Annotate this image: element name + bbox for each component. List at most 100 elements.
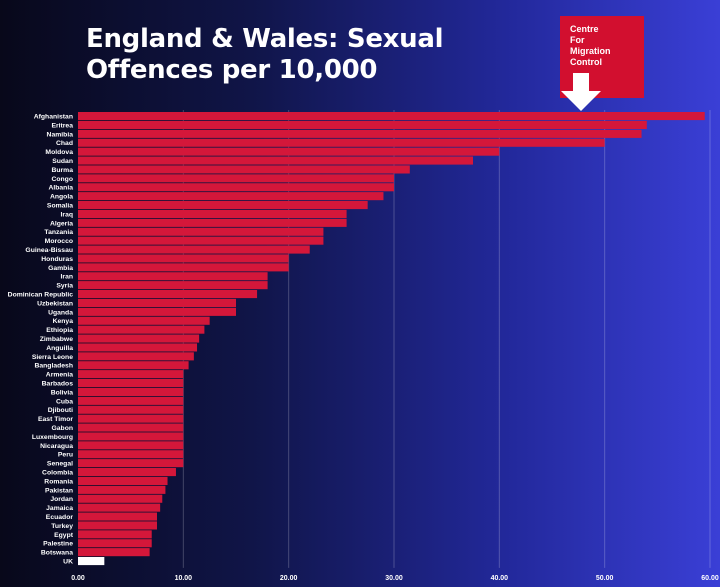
x-tick-label: 10.00 <box>175 575 193 582</box>
chart-title-line-1: England & Wales: Sexual <box>86 24 444 54</box>
category-label: Ecuador <box>46 514 74 521</box>
x-tick-label: 50.00 <box>596 575 614 582</box>
x-tick-label: 30.00 <box>385 575 403 582</box>
category-label: Barbados <box>42 381 74 388</box>
category-label: Jamaica <box>46 505 73 512</box>
category-label: Sierra Leone <box>32 354 73 361</box>
category-label: Bolivia <box>51 389 74 396</box>
category-label: Dominican Republic <box>8 292 74 299</box>
bar <box>78 290 258 299</box>
bar <box>78 201 368 210</box>
bar <box>78 227 324 236</box>
bar <box>78 414 184 423</box>
bar <box>78 405 184 414</box>
category-label: Bangladesh <box>34 363 73 370</box>
bar <box>78 218 347 227</box>
category-label: Jordan <box>50 496 73 503</box>
category-label: Uganda <box>48 309 73 316</box>
x-tick-label: 60.00 <box>701 575 719 582</box>
category-label: Albania <box>48 185 73 192</box>
bar <box>78 272 268 281</box>
bar <box>78 441 184 450</box>
category-label: Gabon <box>51 425 73 432</box>
bar <box>78 263 289 272</box>
category-label: Algeria <box>50 220 73 227</box>
category-label: Moldova <box>45 149 73 156</box>
category-label: Gambia <box>48 265 73 272</box>
bar <box>78 298 236 307</box>
down-arrow-shape <box>561 73 601 111</box>
category-label: Turkey <box>51 523 73 530</box>
bar <box>78 521 157 530</box>
bar <box>78 459 184 468</box>
bar <box>78 539 152 548</box>
category-label: Morocco <box>45 238 73 245</box>
bar <box>78 450 184 459</box>
bar <box>78 361 189 370</box>
bar <box>78 494 163 503</box>
x-tick-label: 20.00 <box>280 575 298 582</box>
bar <box>78 316 210 325</box>
category-label: Syria <box>56 283 73 290</box>
logo-text-line-1: Centre <box>570 24 599 34</box>
bar <box>78 343 198 352</box>
bar <box>78 281 268 290</box>
category-label: Anguilla <box>46 345 73 352</box>
bar <box>78 307 236 316</box>
category-label: Colombia <box>42 470 73 477</box>
category-label: Burma <box>51 167 73 174</box>
bar <box>78 352 194 361</box>
category-label: Peru <box>58 452 73 459</box>
bar <box>78 129 642 138</box>
category-label: UK <box>63 559 73 566</box>
logo-text-line-4: Control <box>570 57 602 67</box>
bar <box>78 183 394 192</box>
bar <box>78 370 184 379</box>
category-label: Ethiopia <box>46 327 73 334</box>
category-label: Kenya <box>53 318 74 325</box>
category-label: East Timor <box>38 416 73 423</box>
category-label: Djibouti <box>48 407 73 414</box>
category-label: Somalia <box>47 203 73 210</box>
bar <box>78 396 184 405</box>
category-label: Luxembourg <box>32 434 73 441</box>
bar <box>78 236 324 245</box>
category-label: Senegal <box>47 461 73 468</box>
logo-text-line-2: For <box>570 35 585 45</box>
category-label: Cuba <box>56 398 73 405</box>
bar <box>78 503 161 512</box>
bar <box>78 254 289 263</box>
category-label: Romania <box>44 478 73 485</box>
bar <box>78 557 105 566</box>
category-label: Congo <box>51 176 73 183</box>
category-label: Chad <box>56 140 73 147</box>
bar <box>78 548 150 557</box>
down-arrow-icon <box>561 73 601 111</box>
category-label: Egypt <box>54 532 74 539</box>
category-label: Guinea-Bissau <box>25 247 73 254</box>
category-label: Honduras <box>41 256 73 263</box>
logo-text-line-3: Migration <box>570 46 611 56</box>
category-label: Palestine <box>43 541 73 548</box>
bar <box>78 112 705 121</box>
bar <box>78 120 647 129</box>
bar <box>78 530 152 539</box>
bar <box>78 138 605 147</box>
category-label: Iraq <box>61 211 73 218</box>
category-label: Tanzania <box>44 229 73 236</box>
logo-text: Centre For Migration Control <box>570 24 611 68</box>
category-label: Sudan <box>52 158 73 165</box>
category-label: Pakistan <box>45 487 73 494</box>
bar <box>78 165 410 174</box>
bar <box>78 468 176 477</box>
bar <box>78 379 184 388</box>
category-label: Iran <box>61 274 73 281</box>
x-tick-label: 40.00 <box>491 575 509 582</box>
chart-title: England & Wales: Sexual Offences per 10,… <box>86 24 444 86</box>
bar <box>78 485 166 494</box>
bar <box>78 174 394 183</box>
chart-title-line-2: Offences per 10,000 <box>86 55 378 85</box>
bar <box>78 156 473 165</box>
